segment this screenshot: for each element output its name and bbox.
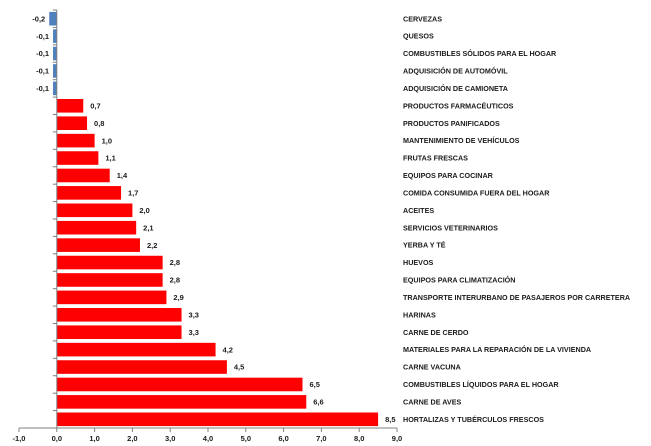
category-label-23: CARNE DE AVES <box>403 397 462 406</box>
x-tick-label-1: 0,0 <box>52 434 62 443</box>
category-label-15: HUEVOS <box>403 258 434 267</box>
bar-6 <box>56 99 84 113</box>
value-label-4: -0,1 <box>36 67 49 76</box>
value-label-13: 2,1 <box>143 223 153 232</box>
category-label-12: ACEITES <box>403 206 434 215</box>
value-label-24: 8,5 <box>385 415 395 424</box>
bar-8 <box>56 133 95 148</box>
bar-10 <box>56 168 110 183</box>
category-label-2: QUESOS <box>403 32 434 41</box>
category-label-13: SERVICIOS VETERINARIOS <box>403 223 498 232</box>
value-label-5: -0,1 <box>36 84 49 93</box>
x-tick-label-3: 2,0 <box>127 434 137 443</box>
bar-11 <box>56 186 122 200</box>
value-label-18: 3,3 <box>189 310 199 319</box>
bar-12 <box>56 203 133 218</box>
category-label-20: MATERIALES PARA LA REPARACIÓN DE LA VIVI… <box>403 345 591 354</box>
bar-20 <box>56 342 216 357</box>
value-label-22: 6,5 <box>310 380 320 389</box>
bar-4 <box>53 64 57 78</box>
category-label-6: PRODUCTOS FARMACÉUTICOS <box>403 101 514 110</box>
category-label-19: CARNE DE CERDO <box>403 328 469 337</box>
x-tick-label-8: 7,0 <box>316 434 326 443</box>
category-label-4: ADQUISICIÓN DE AUTOMÓVIL <box>403 67 508 76</box>
category-label-17: TRANSPORTE INTERURBANO DE PASAJEROS POR … <box>403 293 630 302</box>
category-label-7: PRODUCTOS PANIFICADOS <box>403 119 500 128</box>
category-label-24: HORTALIZAS Y TUBÉRCULOS FRESCOS <box>403 415 544 424</box>
value-label-10: 1,4 <box>117 171 128 180</box>
bars-group <box>49 11 379 427</box>
bar-17 <box>56 290 167 305</box>
x-tick-label-0: -1,0 <box>13 434 26 443</box>
x-tick-label-7: 6,0 <box>278 434 288 443</box>
bar-9 <box>56 151 99 165</box>
bar-18 <box>56 308 182 322</box>
category-label-1: CERVEZAS <box>403 14 442 23</box>
category-label-14: YERBA Y TÉ <box>403 241 446 250</box>
value-label-20: 4,2 <box>223 345 233 354</box>
bar-3 <box>53 46 57 61</box>
category-label-3: COMBUSTIBLES SÓLIDOS PARA EL HOGAR <box>403 49 557 58</box>
x-tick-label-2: 1,0 <box>89 434 99 443</box>
bar-7 <box>56 116 88 131</box>
x-tick-label-6: 5,0 <box>241 434 251 443</box>
bar-19 <box>56 325 182 340</box>
value-label-19: 3,3 <box>189 328 199 337</box>
category-label-11: COMIDA CONSUMIDA FUERA DEL HOGAR <box>403 188 550 197</box>
category-label-8: MANTENIMIENTO DE VEHÍCULOS <box>403 136 520 145</box>
category-labels-group: CERVEZAS QUESOS COMBUSTIBLES SÓLIDOS PARA … <box>403 14 630 424</box>
category-label-5: ADQUISICIÓN DE CAMIONETA <box>403 84 508 93</box>
value-label-7: 0,8 <box>94 119 104 128</box>
bar-5 <box>53 81 57 96</box>
value-label-9: 1,1 <box>105 154 115 163</box>
x-tick-label-5: 4,0 <box>203 434 213 443</box>
value-label-6: 0,7 <box>90 101 100 110</box>
value-label-8: 1,0 <box>102 136 112 145</box>
bar-1 <box>49 11 57 26</box>
x-tick-label-4: 3,0 <box>165 434 175 443</box>
category-label-10: EQUIPOS PARA COCINAR <box>403 171 494 180</box>
value-label-14: 2,2 <box>147 241 157 250</box>
bar-13 <box>56 220 137 235</box>
bar-22 <box>56 377 303 392</box>
category-label-22: COMBUSTIBLES LÍQUIDOS PARA EL HOGAR <box>403 380 559 389</box>
value-label-15: 2,8 <box>170 258 180 267</box>
bar-23 <box>56 395 307 409</box>
category-label-9: FRUTAS FRESCAS <box>403 154 468 163</box>
category-label-21: CARNE VACUNA <box>403 363 461 372</box>
category-label-18: HARINAS <box>403 310 436 319</box>
value-label-21: 4,5 <box>234 363 244 372</box>
value-label-11: 1,7 <box>128 189 138 198</box>
value-label-16: 2,8 <box>170 276 180 285</box>
value-label-17: 2,9 <box>173 293 183 302</box>
value-label-3: -0,1 <box>36 49 49 58</box>
bar-16 <box>56 273 163 287</box>
axes-group: -1,0 0,0 1,0 2,0 3,0 4,0 5,0 6,0 7,0 8,0 9,0 <box>13 9 402 443</box>
bar-2 <box>53 29 57 43</box>
bar-14 <box>56 238 140 252</box>
category-label-16: EQUIPOS PARA CLIMATIZACIÓN <box>403 276 515 285</box>
bar-21 <box>56 360 227 374</box>
x-tick-label-9: 8,0 <box>354 434 364 443</box>
value-label-1: -0,2 <box>32 14 45 23</box>
x-tick-label-10: 9,0 <box>392 434 402 443</box>
value-labels-group: -0,2-0,1-0,1-0,1-0,10,70,81,01,11,41,72,… <box>32 14 395 424</box>
value-label-2: -0,1 <box>36 32 49 41</box>
bar-24 <box>56 412 379 427</box>
value-label-12: 2,0 <box>139 206 149 215</box>
value-label-23: 6,6 <box>313 398 323 407</box>
bar-15 <box>56 255 163 270</box>
